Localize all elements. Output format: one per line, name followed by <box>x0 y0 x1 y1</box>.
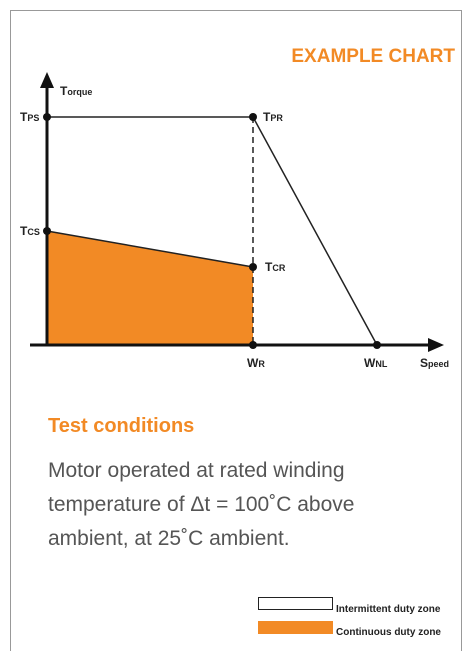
y-axis-label: Torque <box>60 84 92 98</box>
conditions-heading: Test conditions <box>48 415 194 437</box>
point-label: TPS <box>20 110 39 124</box>
slope-line <box>252 116 378 346</box>
label-sub: PS <box>27 113 39 123</box>
dot <box>373 341 381 349</box>
x-axis-label: Speed <box>420 356 449 370</box>
dot <box>43 113 51 121</box>
label-base: S <box>420 356 428 370</box>
label-rest: orque <box>67 87 92 97</box>
legend-swatch <box>258 621 333 634</box>
frame <box>10 10 462 651</box>
conditions-line: temperature of Δt = 100˚C above <box>48 493 354 516</box>
point-label: TCS <box>20 224 40 238</box>
label-base: T <box>265 260 273 274</box>
dot <box>249 263 257 271</box>
title: EXAMPLE CHART <box>291 46 455 67</box>
label-base: T <box>20 224 28 238</box>
point-label: WR <box>247 356 265 370</box>
dot <box>249 113 257 121</box>
label-sub: PR <box>270 113 283 123</box>
label-base: W <box>364 356 376 370</box>
continuous-line <box>46 230 254 268</box>
label-rest: peed <box>428 359 449 369</box>
label-base: T <box>60 84 68 98</box>
x-arrow <box>428 338 444 352</box>
label-sub: NL <box>375 359 387 369</box>
conditions-line: ambient, at 25˚C ambient. <box>48 527 290 550</box>
legend-label: Continuous duty zone <box>336 627 441 638</box>
y-arrow <box>40 72 54 88</box>
label-sub: R <box>258 359 265 369</box>
points <box>43 113 381 349</box>
point-label: TCR <box>265 260 286 274</box>
dot <box>43 227 51 235</box>
point-label: WNL <box>364 356 388 370</box>
label-sub: CS <box>27 227 40 237</box>
dot <box>249 341 257 349</box>
label-base: W <box>247 356 259 370</box>
point-label: TPR <box>263 110 283 124</box>
legend-swatch <box>258 597 333 610</box>
label-sub: CR <box>272 263 285 273</box>
conditions-line: Motor operated at rated winding <box>48 459 345 482</box>
label-base: T <box>263 110 271 124</box>
label-base: T <box>20 110 28 124</box>
legend-label: Intermittent duty zone <box>336 604 441 615</box>
continuous-zone <box>47 231 253 345</box>
